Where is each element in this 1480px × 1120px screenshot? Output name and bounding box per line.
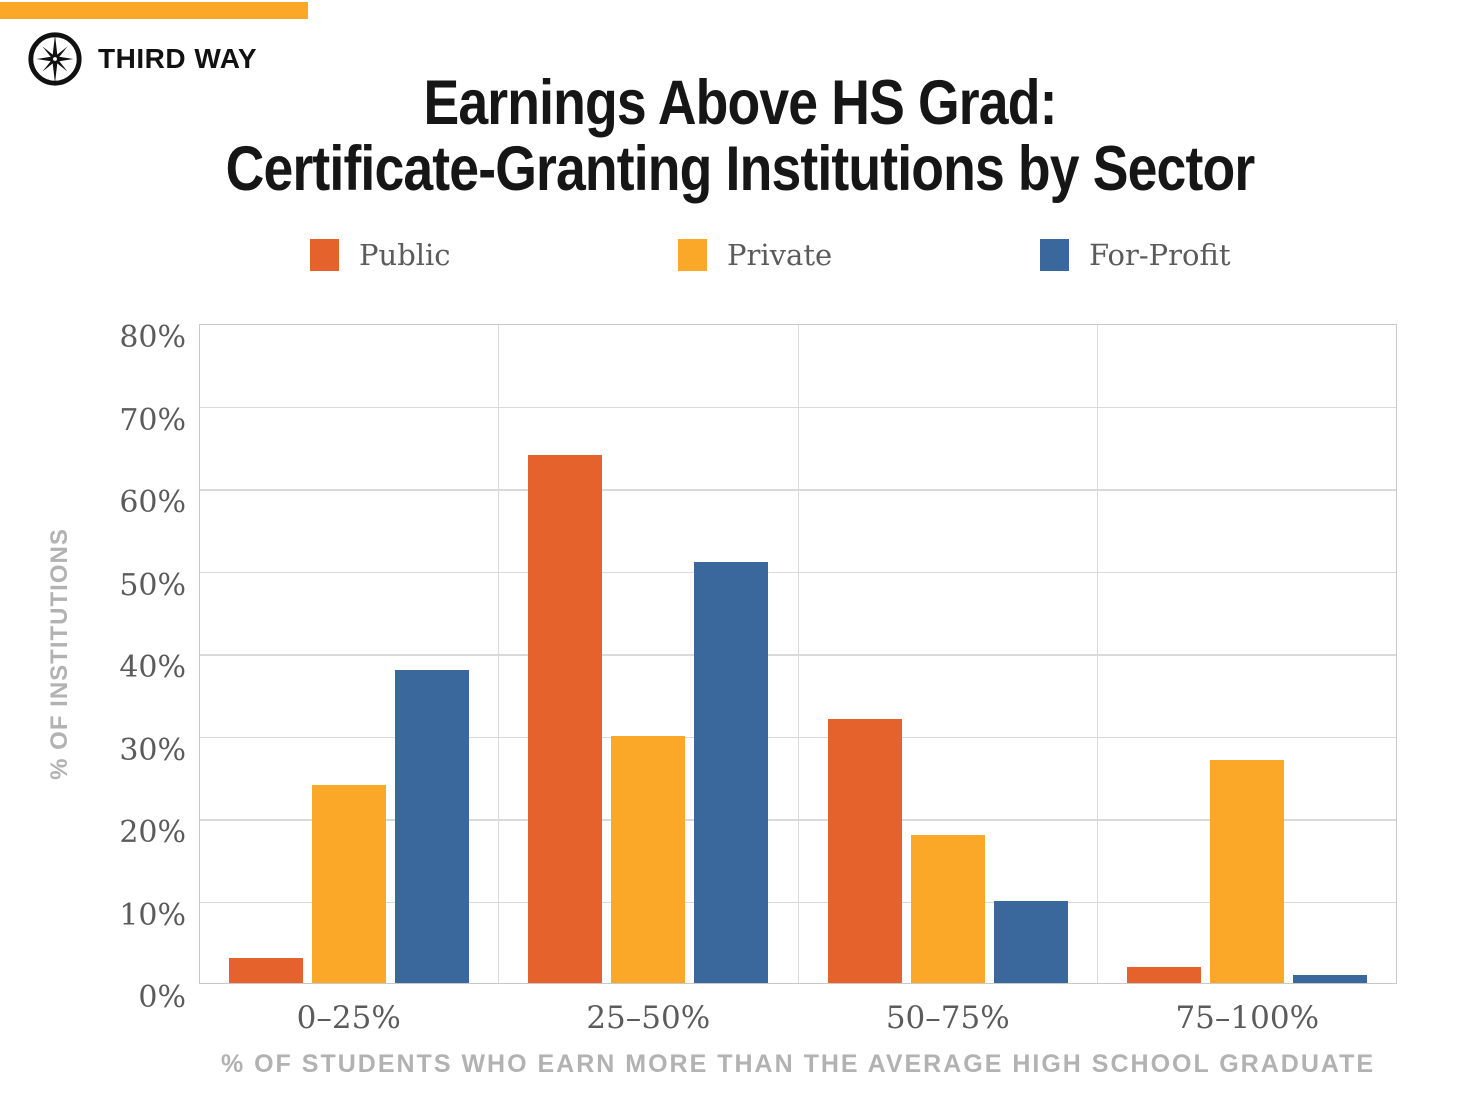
chart-title-line1: Earnings Above HS Grad: (423, 68, 1057, 138)
legend-swatch-public (310, 239, 339, 271)
h-gridline-70 (200, 406, 1396, 408)
legend-label-for-profit: For-Profit (1089, 238, 1231, 272)
legend-item-for-profit: For-Profit (1040, 238, 1231, 272)
x-category-label-0-25: 0–25% (296, 1000, 401, 1036)
bar-private-50-75 (910, 834, 985, 983)
category-group-50-75 (799, 325, 1098, 983)
bar-public-50-75 (827, 719, 902, 983)
brand-accent-bar (0, 2, 308, 19)
y-tick-label-40: 40% (119, 650, 186, 685)
x-axis-category-labels: 0–25% 25–50% 50–75% 75–100% (199, 1000, 1397, 1036)
bar-for-profit-0-25 (395, 669, 470, 983)
bar-public-75-100 (1126, 966, 1201, 983)
bar-for-profit-50-75 (993, 900, 1068, 983)
legend-item-public: Public (310, 238, 451, 272)
compass-logo-icon (28, 32, 82, 86)
y-tick-label-50: 50% (119, 567, 186, 603)
legend-item-private: Private (678, 238, 832, 272)
brand-logo: THIRD WAY (26, 30, 257, 88)
h-gridline-60 (200, 489, 1396, 491)
bar-public-25-50 (528, 455, 603, 983)
y-tick-label-0: 0% (138, 980, 186, 1015)
bar-private-0-25 (312, 785, 387, 983)
legend-label-public: Public (359, 238, 451, 272)
h-gridline-50 (200, 571, 1396, 573)
h-gridline-40 (200, 654, 1396, 656)
legend-swatch-private (678, 239, 707, 271)
x-category-label-75-100: 75–100% (1175, 1000, 1320, 1036)
plot-area (199, 324, 1397, 984)
y-tick-label-30: 30% (119, 732, 186, 768)
bar-for-profit-25-50 (694, 562, 769, 983)
h-gridline-30 (200, 736, 1396, 738)
x-category-label-25-50: 25–50% (586, 1000, 711, 1036)
legend-swatch-for-profit (1040, 239, 1069, 271)
y-tick-label-20: 20% (119, 815, 186, 850)
category-group-25-50 (499, 325, 799, 983)
h-gridline-20 (200, 819, 1396, 821)
bar-private-75-100 (1209, 760, 1284, 983)
x-axis-title: % OF STUDENTS WHO EARN MORE THAN THE AVE… (220, 1050, 1376, 1078)
category-group-0-25 (200, 325, 500, 983)
legend-label-private: Private (727, 238, 833, 272)
y-tick-label-80: 80% (119, 320, 186, 355)
x-category-label-50-75: 50–75% (885, 1000, 1010, 1036)
y-tick-label-10: 10% (119, 897, 186, 933)
brand-name: THIRD WAY (98, 43, 258, 74)
bar-for-profit-75-100 (1292, 974, 1367, 983)
y-axis-ticks: 0% 10% 20% 30% 40% 50% 60% 70% 80% (0, 320, 186, 1013)
bar-public-0-25 (229, 958, 304, 983)
h-gridline-10 (200, 901, 1396, 903)
chart-title: Earnings Above HS Grad: Certificate-Gran… (111, 70, 1369, 202)
y-tick-label-60: 60% (119, 485, 186, 520)
bar-private-25-50 (611, 735, 686, 983)
y-tick-label-70: 70% (119, 402, 186, 438)
category-group-75-100 (1098, 325, 1396, 983)
chart-title-line2: Certificate-Granting Institutions by Sec… (225, 134, 1255, 204)
